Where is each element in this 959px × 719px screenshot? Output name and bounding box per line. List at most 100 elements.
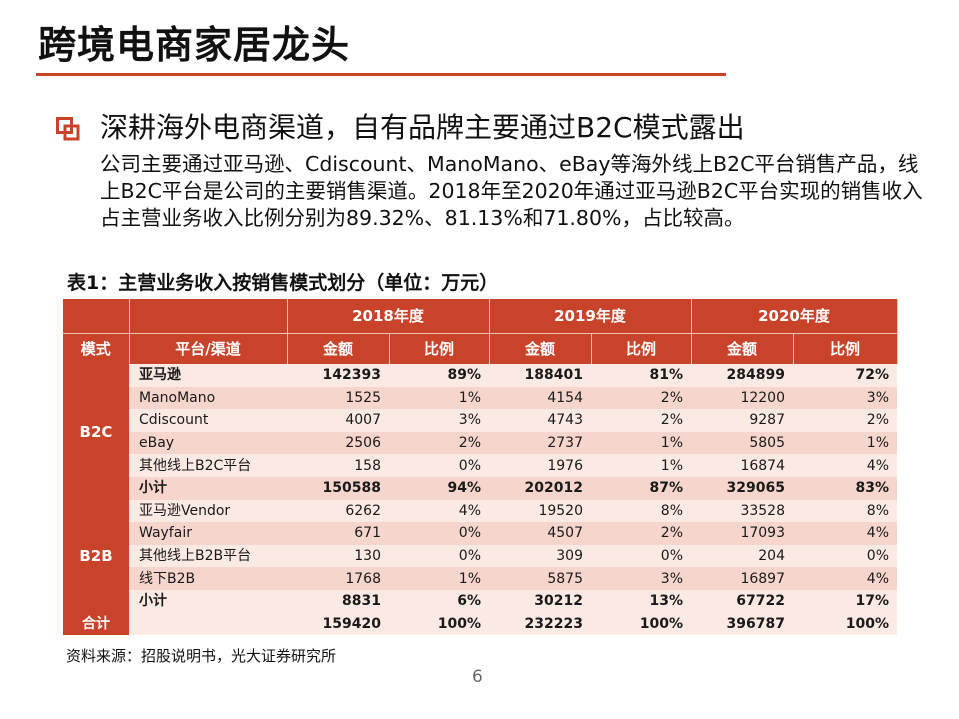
total-ratio-cell: 100% — [389, 612, 489, 636]
table-row: 小计 8831 6% 30212 13% 67722 17% — [63, 589, 897, 613]
table-row: ManoMano 1525 1% 4154 2% 12200 3% — [63, 386, 897, 410]
total-row: 合计 159420 100% 232223 100% 396787 100% — [63, 612, 897, 636]
ratio-cell: 2% — [389, 431, 489, 455]
amount-cell: 671 — [287, 522, 389, 545]
header-amount: 金额 — [691, 333, 794, 364]
amount-cell: 1768 — [287, 567, 389, 590]
amount-cell: 284899 — [691, 364, 793, 387]
ratio-cell: 8% — [591, 499, 691, 523]
ratio-cell: 0% — [389, 454, 489, 477]
amount-cell: 188401 — [489, 364, 591, 387]
channel-name: 其他线上B2B平台 — [129, 544, 287, 568]
amount-cell: 4743 — [489, 409, 591, 432]
header-channel: 平台/渠道 — [129, 333, 288, 364]
amount-cell: 30212 — [489, 589, 591, 613]
ratio-cell: 2% — [793, 409, 897, 432]
table-row: 小计 150588 94% 202012 87% 329065 83% — [63, 476, 897, 500]
ratio-cell: 0% — [793, 544, 897, 568]
total-amount-cell: 396787 — [691, 612, 793, 636]
header-blank — [63, 299, 130, 334]
ratio-cell: 89% — [389, 364, 489, 387]
header-year: 2018年度 — [287, 299, 490, 334]
amount-cell: 6262 — [287, 499, 389, 523]
header-mode: 模式 — [63, 333, 130, 364]
header-ratio: 比例 — [793, 333, 898, 364]
ratio-cell: 1% — [389, 567, 489, 590]
group-label: B2C — [63, 364, 129, 500]
ratio-cell: 87% — [591, 476, 691, 500]
amount-cell: 17093 — [691, 522, 793, 545]
header-blank — [129, 299, 288, 334]
slide-title: 跨境电商家居龙头 — [38, 23, 351, 67]
ratio-cell: 6% — [389, 589, 489, 613]
header-amount: 金额 — [489, 333, 592, 364]
ratio-cell: 3% — [591, 567, 691, 590]
table-row: eBay 2506 2% 2737 1% 5805 1% — [63, 431, 897, 455]
amount-cell: 2737 — [489, 431, 591, 455]
channel-name: 亚马逊Vendor — [129, 499, 287, 523]
section-headline: 深耕海外电商渠道，自有品牌主要通过B2C模式露出 — [100, 111, 745, 144]
ratio-cell: 4% — [389, 499, 489, 523]
amount-cell: 150588 — [287, 476, 389, 500]
amount-cell: 4507 — [489, 522, 591, 545]
total-ratio-cell: 100% — [793, 612, 897, 636]
channel-name: 亚马逊 — [129, 364, 287, 387]
amount-cell: 204 — [691, 544, 793, 568]
ratio-cell: 1% — [389, 386, 489, 410]
table-header-columns: 模式 平台/渠道 金额 比例 金额 比例 金额 比例 — [63, 333, 898, 364]
ratio-cell: 1% — [591, 431, 691, 455]
ratio-cell: 8% — [793, 499, 897, 523]
body-paragraph: 公司主要通过亚马逊、Cdiscount、ManoMano、eBay等海外线上B2… — [100, 152, 923, 230]
header-amount: 金额 — [287, 333, 390, 364]
ratio-cell: 94% — [389, 476, 489, 500]
ratio-cell: 81% — [591, 364, 691, 387]
header-year: 2019年度 — [489, 299, 692, 334]
amount-cell: 5875 — [489, 567, 591, 590]
ratio-cell: 17% — [793, 589, 897, 613]
ratio-cell: 3% — [389, 409, 489, 432]
total-amount-cell: 159420 — [287, 612, 389, 636]
amount-cell: 158 — [287, 454, 389, 477]
amount-cell: 16897 — [691, 567, 793, 590]
channel-name: 其他线上B2C平台 — [129, 454, 287, 477]
header-ratio: 比例 — [591, 333, 692, 364]
ratio-cell: 0% — [389, 522, 489, 545]
amount-cell: 202012 — [489, 476, 591, 500]
amount-cell: 9287 — [691, 409, 793, 432]
amount-cell: 130 — [287, 544, 389, 568]
channel-name: 小计 — [129, 476, 287, 500]
table-row: Cdiscount 4007 3% 4743 2% 9287 2% — [63, 409, 897, 432]
amount-cell: 19520 — [489, 499, 591, 523]
table-row: 线下B2B 1768 1% 5875 3% 16897 4% — [63, 567, 897, 590]
total-label: 合计 — [63, 612, 129, 636]
revenue-table: 2018年度 2019年度 2020年度 模式 平台/渠道 金额 比例 金额 比… — [63, 299, 898, 636]
source-note: 资料来源：招股说明书，光大证券研究所 — [66, 647, 337, 665]
table-row: 其他线上B2C平台 158 0% 1976 1% 16874 4% — [63, 454, 897, 477]
ratio-cell: 72% — [793, 364, 897, 387]
page-number: 6 — [472, 667, 483, 687]
amount-cell: 12200 — [691, 386, 793, 410]
amount-cell: 4007 — [287, 409, 389, 432]
channel-name: 小计 — [129, 589, 287, 613]
channel-name: ManoMano — [129, 386, 287, 410]
table-header-years: 2018年度 2019年度 2020年度 — [63, 299, 898, 334]
channel-name: Wayfair — [129, 522, 287, 545]
ratio-cell: 0% — [591, 544, 691, 568]
ratio-cell: 4% — [793, 567, 897, 590]
header-year: 2020年度 — [691, 299, 898, 334]
amount-cell: 1976 — [489, 454, 591, 477]
ratio-cell: 2% — [591, 522, 691, 545]
ratio-cell: 4% — [793, 454, 897, 477]
amount-cell: 1525 — [287, 386, 389, 410]
channel-name: eBay — [129, 431, 287, 455]
amount-cell: 16874 — [691, 454, 793, 477]
table-row: 其他线上B2B平台 130 0% 309 0% 204 0% — [63, 544, 897, 568]
header-ratio: 比例 — [389, 333, 490, 364]
ratio-cell: 0% — [389, 544, 489, 568]
total-channel-blank — [129, 612, 287, 636]
amount-cell: 67722 — [691, 589, 793, 613]
table-row: B2C 亚马逊 142393 89% 188401 81% 284899 72% — [63, 364, 897, 500]
ratio-cell: 4% — [793, 522, 897, 545]
ratio-cell: 83% — [793, 476, 897, 500]
table-caption: 表1：主营业务收入按销售模式划分（单位：万元） — [67, 272, 499, 294]
